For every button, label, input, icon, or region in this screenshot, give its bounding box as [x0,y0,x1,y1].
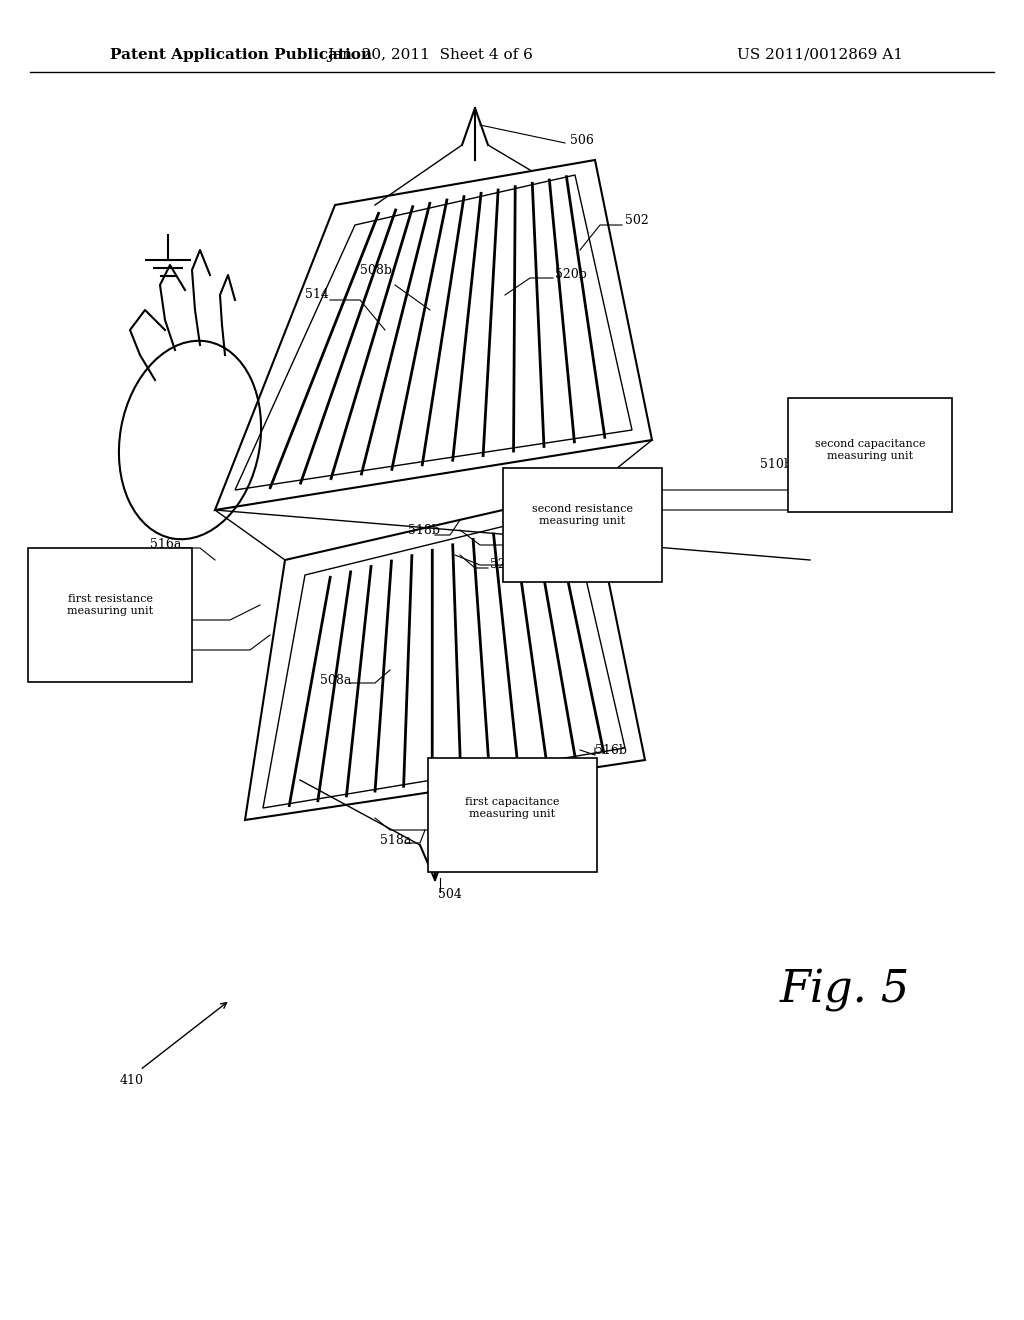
Text: 520a: 520a [490,558,521,572]
Text: 520b: 520b [555,268,587,281]
Text: second resistance
measuring unit: second resistance measuring unit [531,504,633,525]
Text: 502: 502 [625,214,649,227]
FancyBboxPatch shape [428,758,597,873]
Text: 506: 506 [570,133,594,147]
Text: 508a: 508a [319,673,351,686]
Text: Patent Application Publication: Patent Application Publication [110,48,372,62]
FancyBboxPatch shape [788,399,952,512]
Text: 518a: 518a [380,833,412,846]
Text: 518b: 518b [408,524,440,536]
FancyBboxPatch shape [28,548,193,682]
Text: second capacitance
measuring unit: second capacitance measuring unit [815,440,926,461]
Text: 508b: 508b [360,264,392,276]
Text: 510a: 510a [520,824,551,837]
Text: first resistance
measuring unit: first resistance measuring unit [67,594,153,616]
Text: 516b: 516b [595,743,627,756]
FancyBboxPatch shape [503,469,662,582]
Text: Jan. 20, 2011  Sheet 4 of 6: Jan. 20, 2011 Sheet 4 of 6 [327,48,532,62]
Text: first capacitance
measuring unit: first capacitance measuring unit [465,797,559,818]
Text: 504: 504 [438,888,462,902]
Text: US 2011/0012869 A1: US 2011/0012869 A1 [737,48,903,62]
Text: 410: 410 [120,1073,144,1086]
Ellipse shape [119,341,261,540]
Text: Fig. 5: Fig. 5 [780,969,910,1011]
Text: 514: 514 [305,289,329,301]
Text: 510b: 510b [760,458,792,471]
Text: 516a: 516a [150,539,181,552]
